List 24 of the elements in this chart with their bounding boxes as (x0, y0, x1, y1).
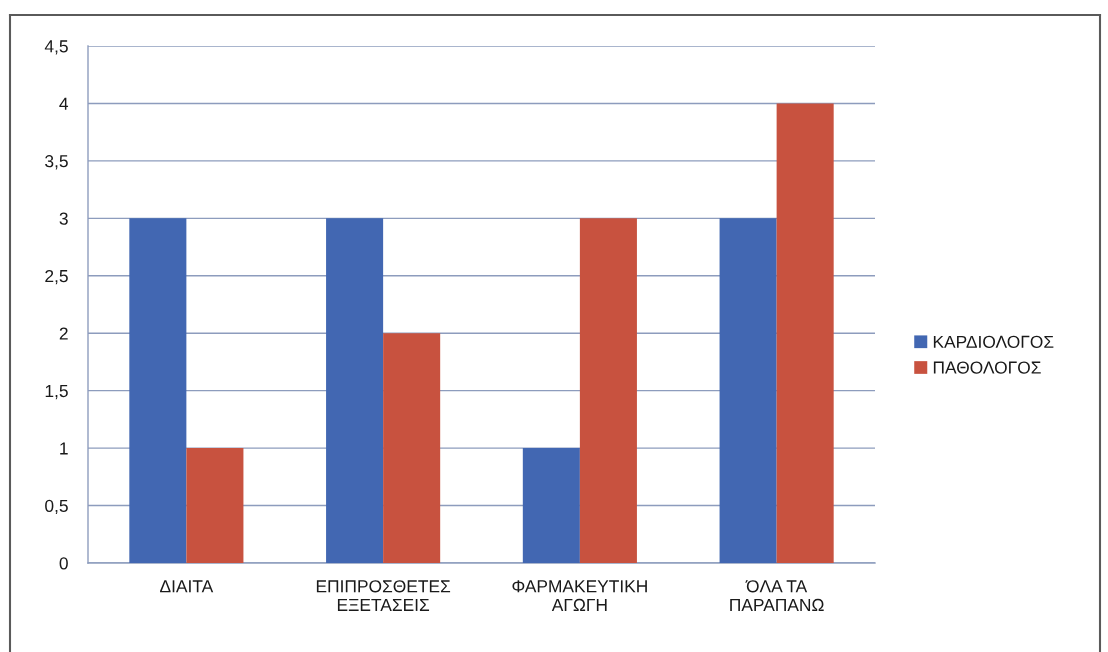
bar (326, 218, 384, 563)
legend-label: ΚΑΡΔΙΟΛΟΓΟΣ (933, 335, 1054, 348)
bar (719, 218, 777, 563)
bar (129, 218, 187, 563)
y-tick-label: 4 (59, 97, 69, 110)
x-tick-label: ΕΠΙΠΡΟΣΘΕΤΕΣ ΕΞΕΤΑΣΕΙΣ (316, 580, 451, 611)
y-tick-label: 4,5 (44, 40, 68, 55)
x-tick-label: ΦΑΡΜΑΚΕΥΤΙΚΗ ΑΓΩΓΗ (512, 580, 647, 611)
legend-label: ΠΑΘΟΛΟΓΟΣ (933, 361, 1041, 374)
y-tick-label: 2,5 (45, 269, 68, 285)
y-tick-label: 0,5 (45, 499, 68, 515)
bar (776, 103, 834, 563)
x-tick-label: ΔΙΑΙΤΑ (160, 580, 214, 593)
y-tick-label: 3,5 (45, 155, 68, 170)
bar (579, 218, 637, 563)
y-tick-label: 1 (60, 442, 68, 455)
bar (383, 333, 441, 563)
y-tick-label: 3 (59, 212, 68, 225)
y-tick-label: 0 (59, 557, 68, 570)
bar (186, 448, 244, 563)
y-tick-label: 1,5 (45, 385, 68, 400)
y-tick-label: 2 (59, 327, 68, 340)
x-tick-label: ΌΛΑ ΤΑ ΠΑΡΑΠΑΝΩ (730, 580, 824, 611)
bar (522, 448, 580, 563)
